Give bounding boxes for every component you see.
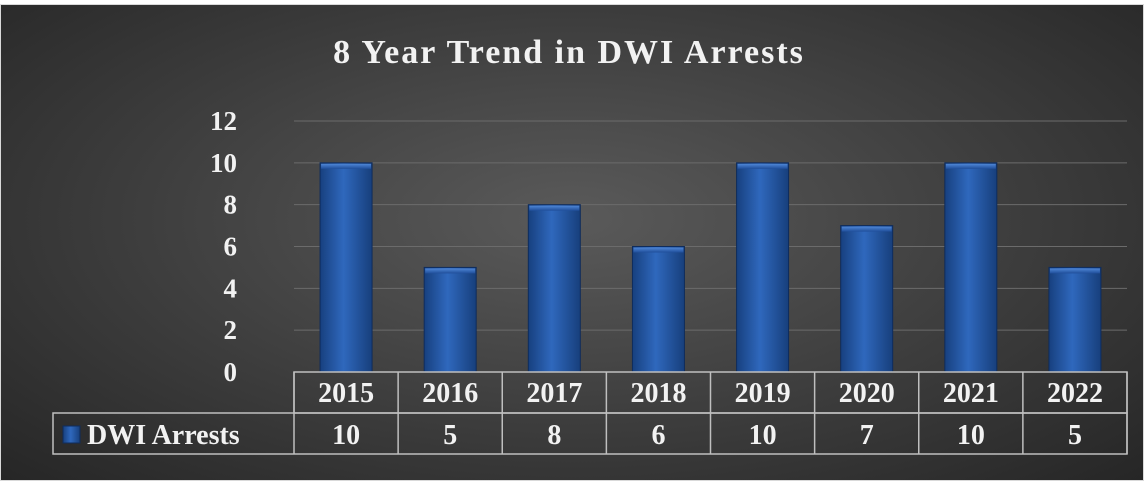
bar-2022	[1048, 266, 1102, 373]
bar	[840, 225, 894, 373]
bar-2018	[631, 246, 685, 373]
bar-2017	[527, 204, 581, 373]
data-value-label: 10	[332, 420, 360, 451]
bar-2020	[840, 225, 894, 373]
bar-highlight	[321, 163, 372, 169]
chart-title: 8 Year Trend in DWI Arrests	[333, 34, 805, 71]
category-label: 2015	[318, 378, 374, 409]
bar	[527, 204, 581, 373]
y-tick-label: 0	[224, 357, 238, 387]
y-tick-label: 10	[210, 148, 237, 178]
category-label: 2018	[630, 378, 686, 409]
bar-2015	[319, 162, 373, 373]
data-table: 2015 10 2016 5 2017 8 2018 6 2019 10 2020 7 2021 10 20…	[52, 371, 1128, 455]
category-label: 2020	[839, 378, 895, 409]
category-label: 2019	[735, 378, 791, 409]
chart-frame: 8 Year Trend in DWI Arrests 0 2 4 6 8 10 12 20…	[0, 4, 1144, 481]
bar-highlight	[425, 268, 476, 274]
category-label: 2017	[526, 378, 582, 409]
bar-highlight	[945, 163, 996, 169]
data-value-label: 10	[957, 420, 985, 451]
y-axis-ticks: 0 2 4 6 8 10 12	[210, 106, 237, 387]
data-value-label: 5	[443, 420, 457, 451]
bar	[1048, 266, 1102, 373]
y-tick-label: 2	[224, 315, 238, 345]
bar	[736, 162, 790, 373]
data-value-label: 10	[749, 420, 777, 451]
y-tick-label: 12	[210, 106, 237, 136]
bar-2019	[736, 162, 790, 373]
legend-key	[62, 425, 81, 444]
legend-label: DWI Arrests	[87, 420, 240, 451]
gridlines	[294, 120, 1127, 331]
bar-2016	[423, 266, 477, 373]
y-tick-label: 8	[224, 190, 238, 220]
bar	[423, 266, 477, 373]
bar-highlight	[841, 226, 892, 232]
bar-chart: 8 Year Trend in DWI Arrests 0 2 4 6 8 10 12 20…	[52, 34, 1128, 455]
y-tick-label: 4	[224, 273, 238, 303]
data-value-label: 5	[1068, 420, 1082, 451]
category-label: 2022	[1047, 378, 1103, 409]
bar-highlight	[1049, 268, 1100, 274]
bar-highlight	[737, 163, 788, 169]
category-label: 2016	[422, 378, 478, 409]
bar	[319, 162, 373, 373]
category-label: 2021	[943, 378, 999, 409]
bar-2021	[944, 162, 998, 373]
y-tick-label: 6	[224, 232, 238, 262]
bar-highlight	[529, 205, 580, 211]
bar	[631, 246, 685, 373]
bars	[319, 162, 1102, 373]
data-value-label: 7	[860, 420, 874, 451]
bar	[944, 162, 998, 373]
data-value-label: 6	[651, 420, 665, 451]
data-value-label: 8	[547, 420, 561, 451]
bar-highlight	[633, 247, 684, 253]
